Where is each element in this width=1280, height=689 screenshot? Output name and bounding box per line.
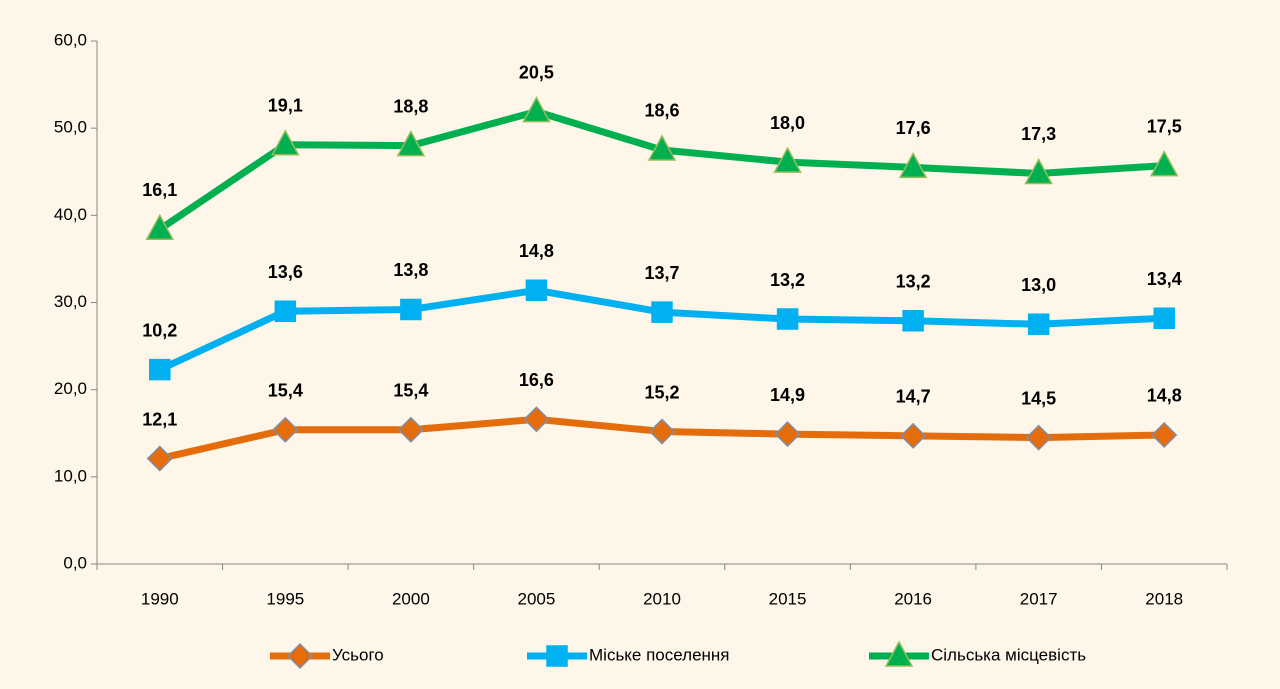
marker xyxy=(145,213,175,241)
data-label: 20,5 xyxy=(519,62,554,82)
data-label: 13,8 xyxy=(393,260,428,280)
x-tick-label: 2018 xyxy=(1145,589,1183,608)
marker xyxy=(1027,313,1050,336)
legend-marker xyxy=(546,645,568,667)
x-tick-label: 2015 xyxy=(769,589,807,608)
x-tick-label: 2000 xyxy=(392,589,430,608)
marker xyxy=(1025,424,1052,451)
marker xyxy=(900,422,927,449)
x-tick-label: 1995 xyxy=(266,589,304,608)
legend-marker xyxy=(286,642,314,670)
data-label: 17,3 xyxy=(1021,124,1056,144)
marker xyxy=(898,151,928,179)
marker xyxy=(1151,421,1178,449)
marker xyxy=(1153,307,1175,329)
data-label: 13,4 xyxy=(1147,269,1182,289)
data-label: 16,1 xyxy=(142,180,177,200)
marker xyxy=(272,416,299,443)
marker xyxy=(1149,150,1179,177)
data-label: 19,1 xyxy=(268,95,303,115)
y-tick-label: 20,0 xyxy=(54,379,87,398)
marker xyxy=(146,445,173,472)
data-label: 13,6 xyxy=(268,262,303,282)
data-label: 14,5 xyxy=(1021,388,1056,408)
data-label: 13,0 xyxy=(1021,275,1056,295)
y-tick-label: 30,0 xyxy=(54,292,87,311)
marker xyxy=(522,96,551,123)
marker xyxy=(397,416,424,443)
marker xyxy=(271,129,300,156)
marker xyxy=(647,134,677,161)
data-label: 17,5 xyxy=(1147,116,1182,136)
y-tick-label: 40,0 xyxy=(54,205,87,224)
data-label: 13,2 xyxy=(896,272,931,292)
data-label: 14,9 xyxy=(770,385,805,405)
marker xyxy=(773,146,802,173)
data-label: 18,0 xyxy=(770,113,805,133)
y-tick-label: 60,0 xyxy=(54,30,87,49)
data-label: 14,7 xyxy=(896,387,931,407)
legend-label: Міське поселення xyxy=(589,645,730,664)
data-label: 14,8 xyxy=(1147,386,1182,406)
x-tick-label: 2017 xyxy=(1020,589,1058,608)
marker xyxy=(525,279,548,302)
marker xyxy=(523,406,550,433)
data-label: 13,7 xyxy=(644,263,679,283)
data-label: 10,2 xyxy=(142,320,177,340)
data-label: 14,8 xyxy=(519,241,554,261)
marker xyxy=(902,310,924,332)
data-label: 12,1 xyxy=(142,409,177,429)
marker xyxy=(396,130,426,157)
marker xyxy=(776,308,799,330)
y-tick-label: 10,0 xyxy=(54,466,87,485)
x-tick-label: 2005 xyxy=(518,589,556,608)
legend-marker xyxy=(884,640,914,667)
legend-label: Усього xyxy=(332,645,384,664)
data-label: 18,8 xyxy=(393,96,428,116)
x-tick-label: 2016 xyxy=(894,589,932,608)
marker xyxy=(774,421,801,448)
marker xyxy=(274,300,297,322)
data-label: 15,2 xyxy=(644,382,679,402)
y-tick-label: 50,0 xyxy=(54,118,87,137)
marker xyxy=(651,301,673,323)
data-label: 17,6 xyxy=(896,118,931,138)
y-tick-label: 0,0 xyxy=(63,553,87,572)
legend-label: Сільська місцевість xyxy=(931,645,1086,664)
data-label: 15,4 xyxy=(268,381,303,401)
data-label: 13,2 xyxy=(770,270,805,290)
marker xyxy=(648,418,676,445)
data-label: 15,4 xyxy=(393,381,428,401)
marker xyxy=(400,298,422,321)
x-tick-label: 2010 xyxy=(643,589,681,608)
x-tick-label: 1990 xyxy=(141,589,179,608)
data-label: 18,6 xyxy=(644,101,679,121)
marker xyxy=(1024,157,1053,185)
marker xyxy=(149,358,171,381)
data-label: 16,6 xyxy=(519,370,554,390)
